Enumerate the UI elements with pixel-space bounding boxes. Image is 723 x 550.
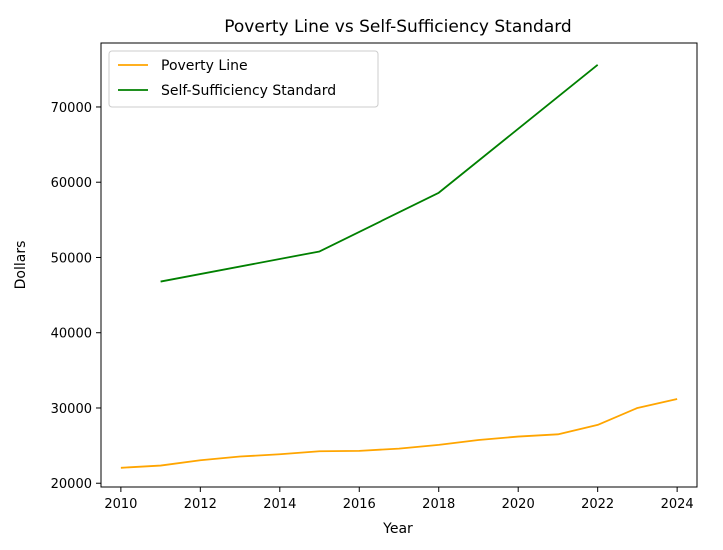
y-tick-label: 40000 — [51, 327, 92, 342]
y-tick-label: 20000 — [51, 477, 92, 492]
x-tick-label: 2022 — [581, 497, 614, 512]
x-tick-label: 2020 — [502, 497, 535, 512]
y-axis: 20000 30000 40000 50000 60000 70000 — [51, 101, 101, 492]
x-tick-label: 2012 — [184, 497, 217, 512]
legend-box — [108, 50, 379, 108]
x-tick-label: 2018 — [422, 497, 455, 512]
series-layer — [120, 64, 678, 469]
x-axis-label: Year — [382, 521, 413, 537]
y-tick-label: 60000 — [51, 176, 92, 191]
legend-label-self-sufficiency-standard: Self-Sufficiency Standard — [161, 83, 336, 99]
y-tick-label: 50000 — [51, 251, 92, 266]
series-line-poverty-line — [120, 398, 678, 469]
x-tick-label: 2010 — [104, 497, 137, 512]
legend-label-poverty-line: Poverty Line — [161, 58, 248, 74]
plot-frame — [100, 42, 698, 488]
chart-title: Poverty Line vs Self-Sufficiency Standar… — [224, 17, 571, 37]
legend: Poverty Line Self-Sufficiency Standard — [108, 50, 379, 108]
y-tick-label: 30000 — [51, 402, 92, 417]
series-line-self-sufficiency-standard — [160, 64, 599, 283]
x-tick-label: 2024 — [661, 497, 694, 512]
plot-area — [100, 42, 698, 488]
y-tick-label: 70000 — [51, 101, 92, 116]
x-axis: 2010 2012 2014 2016 2018 2020 2022 2024 — [104, 487, 694, 512]
x-tick-label: 2014 — [263, 497, 296, 512]
x-tick-label: 2016 — [343, 497, 376, 512]
y-axis-label: Dollars — [13, 241, 29, 290]
